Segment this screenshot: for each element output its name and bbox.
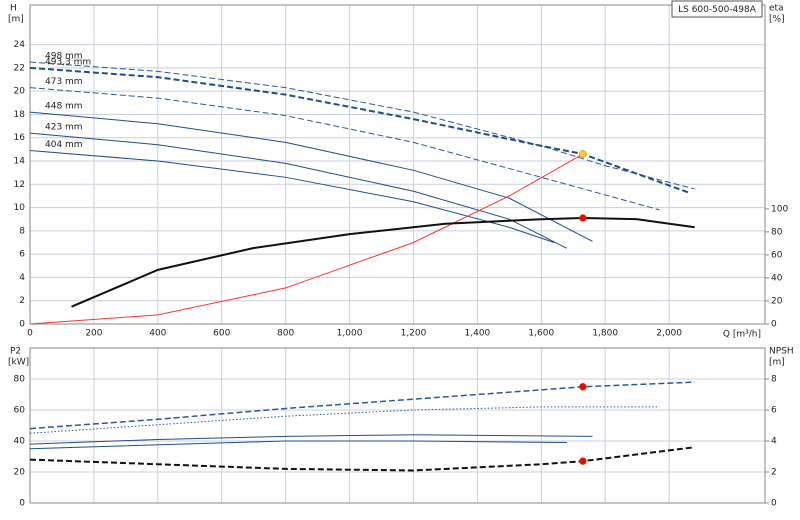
y-axis-unit: [kW] [8, 358, 29, 368]
y-axis-unit: [m] [8, 15, 24, 25]
y2-tick-label: 100 [771, 204, 788, 214]
y-tick-label: 10 [14, 203, 26, 213]
y2-axis-unit: [m] [769, 358, 785, 368]
y-tick-label: 0 [19, 320, 25, 330]
curve [71, 217, 695, 308]
curve-label: 473 mm [45, 77, 83, 87]
curve-label: 423 mm [45, 123, 83, 133]
y-tick-label: 16 [14, 133, 26, 143]
y2-tick-label: 80 [771, 227, 783, 237]
x-tick-label: 1,600 [528, 329, 554, 339]
y-tick-label: 80 [14, 375, 26, 385]
y-tick-label: 20 [14, 468, 26, 478]
y-tick-label: 20 [14, 87, 26, 97]
operating-point [579, 383, 587, 391]
y2-tick-label: 0 [771, 320, 777, 330]
x-tick-label: 1,800 [592, 329, 618, 339]
curve [29, 111, 593, 242]
x-axis-label: Q [m³/h] [723, 330, 761, 340]
y-tick-label: 0 [19, 499, 25, 509]
y-tick-label: 24 [14, 40, 26, 50]
y2-tick-label: 4 [771, 437, 777, 447]
curve [29, 132, 568, 249]
plot-frame [29, 4, 766, 325]
curve [29, 87, 660, 211]
y2-tick-label: 40 [771, 273, 783, 283]
operating-point [579, 150, 587, 158]
x-tick-label: 600 [213, 329, 230, 339]
y-tick-label: 60 [14, 406, 26, 416]
y-tick-label: 4 [19, 273, 25, 283]
x-tick-label: 2,000 [656, 329, 682, 339]
curve [29, 61, 695, 190]
y-tick-label: 6 [19, 250, 25, 260]
y2-tick-label: 0 [771, 499, 777, 509]
x-tick-label: 1,000 [337, 329, 363, 339]
y2-axis-unit: [%] [769, 15, 785, 25]
y2-axis-label: eta [769, 4, 784, 14]
curve [29, 406, 660, 434]
x-tick-label: 400 [149, 329, 166, 339]
curve [29, 150, 555, 243]
curve [29, 434, 593, 445]
x-tick-label: 800 [277, 329, 294, 339]
curve [29, 440, 567, 450]
chart-title: LS 600-500-498A [678, 5, 757, 15]
y-tick-label: 8 [19, 226, 25, 236]
plot-frame [29, 347, 766, 504]
operating-point [579, 457, 587, 465]
curve [29, 66, 689, 194]
y2-tick-label: 8 [771, 375, 777, 385]
curve-label: 448 mm [45, 102, 83, 112]
curve-label: 498 mm [45, 52, 83, 62]
y-tick-label: 22 [14, 63, 25, 73]
y2-tick-label: 2 [771, 468, 777, 478]
y-axis-label: P2 [10, 347, 21, 357]
y2-axis-label: NPSH [769, 347, 794, 357]
y2-tick-label: 20 [771, 296, 783, 306]
y-tick-label: 18 [14, 110, 26, 120]
y-tick-label: 40 [14, 437, 26, 447]
curve [29, 153, 584, 325]
title-box [671, 0, 763, 18]
operating-point [579, 214, 587, 222]
y2-tick-label: 6 [771, 406, 777, 416]
x-tick-label: 1,400 [465, 329, 491, 339]
curve [29, 381, 695, 430]
x-tick-label: 200 [85, 329, 102, 339]
y-tick-label: 12 [14, 180, 25, 190]
y-axis-label: H [10, 4, 17, 14]
curve-label: 493,3 mm [45, 57, 91, 67]
x-tick-label: 1,200 [401, 329, 427, 339]
curve-label: 404 mm [45, 140, 83, 150]
y-tick-label: 2 [19, 296, 25, 306]
y-tick-label: 14 [14, 157, 26, 167]
y2-tick-label: 60 [771, 250, 783, 260]
curve [29, 446, 695, 472]
x-tick-label: 0 [27, 329, 33, 339]
